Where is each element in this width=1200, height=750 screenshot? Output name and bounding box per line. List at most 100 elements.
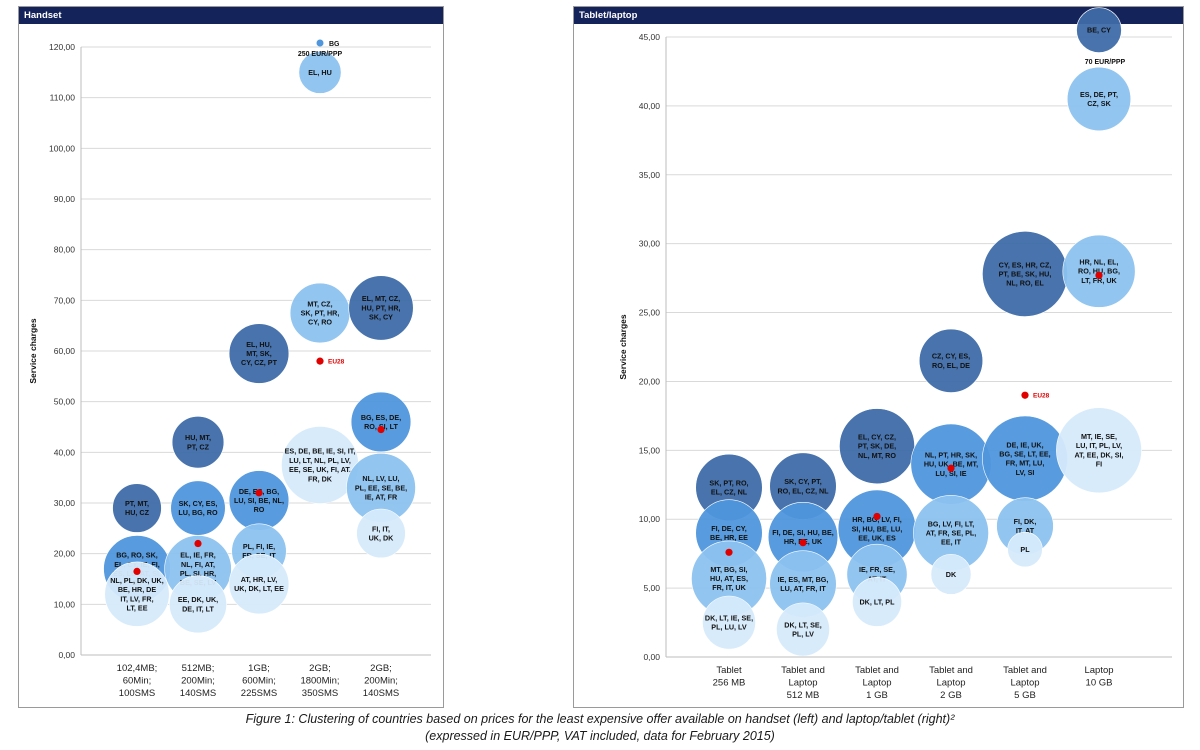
x-category-label: 2GB; 1800Min; 350SMS [300,663,339,699]
figure-caption-note: (expressed in EUR/PPP, VAT included, dat… [425,729,775,743]
x-category-label: Tablet and Laptop 512 MB [781,665,825,701]
cluster-label: PT, MT, HU, CZ [125,499,150,517]
x-category-label: Tablet and Laptop 5 GB [1003,665,1047,701]
cluster-label: DK, LT, IE, SE, PL, LU, LV [705,613,753,631]
y-tick-label: 50,00 [54,397,76,407]
eu28-average-marker [194,539,202,548]
cluster-label: EL, CY, CZ, PT, SK, DE, NL, MT, RO [858,433,897,460]
y-tick-label: 110,00 [50,93,76,103]
y-tick-label: 100,00 [49,143,75,153]
cluster-label: SK, PT, RO, EL, CZ, NL [709,478,748,496]
cluster-label: DE, IE, UK, BG, SE, LT, EE, FR, MT, LU, LV,… [999,440,1050,477]
y-tick-label: 20,00 [639,376,661,386]
y-tick-label: 90,00 [54,194,76,204]
cluster-label: BE, CY [1087,26,1111,35]
country-cluster-bubble [228,323,290,384]
eu28-average-marker [799,539,807,547]
x-category-label: Laptop 10 GB [1084,665,1113,689]
y-tick-label: 60,00 [54,346,76,356]
country-cluster-bubble [918,328,984,393]
cluster-label: PL [1020,545,1030,554]
country-cluster-bubble [348,275,414,341]
country-cluster-bubble [702,595,756,650]
country-cluster-bubble [1062,234,1136,308]
x-category-label: 1GB; 600Min; 225SMS [241,663,277,699]
y-tick-label: 15,00 [639,445,661,455]
eu28-average-marker [316,357,324,365]
eu28-label: EU28 [1033,393,1050,400]
cluster-label: CY, ES, HR, CZ, PT, BE, SK, HU, NL, RO, EL [999,260,1052,287]
cluster-label: CZ, CY, ES, RO, EL, DE [932,352,970,370]
y-tick-label: 0,00 [643,652,660,662]
country-cluster-bubble [228,553,290,615]
y-tick-label: 10,00 [54,599,76,609]
x-category-label: 102,4MB; 60Min; 100SMS [117,663,158,699]
country-cluster-bubble [356,508,406,559]
y-tick-label: 30,00 [54,498,76,508]
cluster-label: FI, DK, IT, AT [1014,517,1037,535]
tablet-laptop-bubble-chart: 0,00 5,00 10,00 15,00 20,00 25,00 30,00 35,00 40… [618,7,1172,701]
y-tick-label: 10,00 [639,514,661,524]
y-tick-label: 40,00 [54,447,76,457]
eu28-average-marker [1021,391,1029,399]
x-category-label: 512MB; 200Min; 140SMS [180,663,216,699]
figure-caption: Figure 1: Clustering of countries based … [245,712,955,726]
country-cluster-bubble [171,416,225,469]
y-tick-label: 70,00 [54,295,76,305]
eu28-average-marker [1095,271,1103,279]
eu28-label: EU28 [328,359,345,366]
cluster-label: EE, DK, UK, DE, IT, LT [178,595,218,613]
eu28-average-marker [873,512,881,521]
outlier-value: 70 EUR/PPP [1085,59,1126,66]
y-tick-label: 35,00 [639,170,661,180]
y-tick-label: 80,00 [54,245,76,255]
cluster-label: BG, LV, FI, LT, AT, FR, SE, PL, EE, IT [926,519,977,546]
eu28-average-marker [377,425,385,434]
eu28-average-marker [255,489,263,497]
cluster-label: DK, LT, SE, PL, LV [784,620,821,638]
outlier-marker [316,39,324,47]
cluster-label: NL, LV, LU, PL, EE, SE, BE, IE, AT, FR [355,474,407,501]
eu28-average-marker [725,548,733,556]
x-category-label: 2GB; 200Min; 140SMS [363,663,399,699]
cluster-label: NL, PL, DK, UK, BE, HR, DE IT, LV, FR, LT, … [110,576,164,613]
country-cluster-bubble [298,50,342,94]
x-category-label: Tablet and Laptop 2 GB [929,665,973,701]
cluster-label: FI, DE, CY, BE, HR, EE [710,524,748,542]
y-tick-label: 0,00 [58,650,75,660]
country-cluster-bubble [1076,7,1122,53]
country-cluster-bubble [1066,66,1132,132]
cluster-label: DK [946,570,957,579]
y-tick-label: 30,00 [639,239,661,249]
cluster-label: AT, HR, LV, UK, DK, LT, EE [234,575,284,593]
country-cluster-bubble [104,561,170,627]
outlier-value: 250 EUR/PPP [298,51,343,58]
y-axis-label: Service charges [28,318,38,383]
cluster-label: FI, IT, UK, DK [369,524,395,542]
cluster-label: EL, HU [308,68,332,77]
cluster-label: HU, MT, PT, CZ [185,433,211,451]
handset-chart-title: Handset [19,7,443,24]
cluster-label: IE, ES, MT, BG, LU, AT, FR, IT [778,575,829,593]
country-cluster-bubble [1007,531,1043,568]
tablet-laptop-chart-title: Tablet/laptop [574,7,1183,24]
y-tick-label: 25,00 [639,308,661,318]
y-tick-label: 20,00 [54,549,76,559]
cluster-label: MT, CZ, SK, PT, HR, CY, RO [301,299,340,326]
y-tick-label: 5,00 [643,583,660,593]
eu28-average-marker [133,567,141,576]
x-category-label: Tablet and Laptop 1 GB [855,665,899,701]
cluster-label: DK, LT, PL [859,597,895,606]
cluster-label: SK, CY, ES, LU, BG, RO [178,499,218,517]
country-cluster-bubble [1056,407,1142,494]
x-category-label: Tablet 256 MB [713,665,746,689]
cluster-label: MT, BG, SI, HU, AT, ES, FR, IT, UK [710,565,748,592]
cluster-label: HR, NL, EL, RO, HU, BG, LT, FR, UK [1078,258,1120,285]
country-cluster-bubble [852,576,902,627]
y-tick-label: 45,00 [639,32,661,42]
country-cluster-bubble [169,575,227,634]
cluster-label: ES, DE, PT, CZ, SK [1080,90,1118,108]
tablet-laptop-chart-panel: Tablet/laptop 0,00 5,00 10,00 15,00 20,00 25,… [573,6,1184,708]
cluster-label: EL, MT, CZ, HU, PT, HR, SK, CY [361,294,400,321]
y-tick-label: 40,00 [639,101,661,111]
